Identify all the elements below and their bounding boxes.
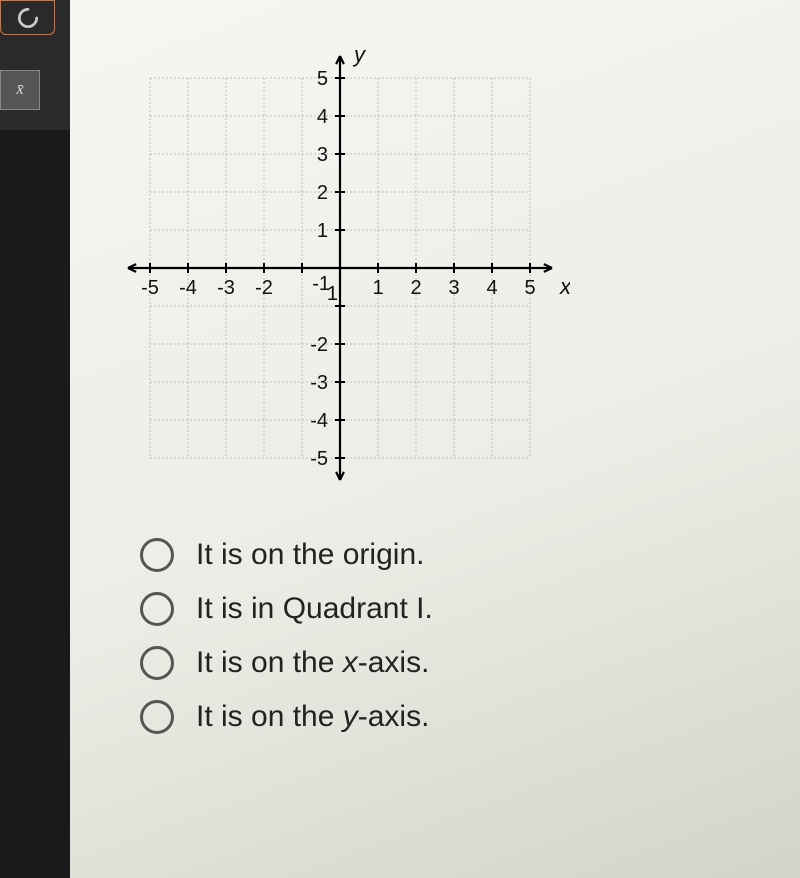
coordinate-plane: -5-4-3-2-112345123451-2-3-4-5yx [110, 28, 570, 508]
radio-button[interactable] [140, 592, 174, 626]
answer-options: It is on the origin. It is in Quadrant I.… [140, 538, 770, 734]
svg-text:-2: -2 [255, 277, 273, 299]
svg-text:3: 3 [448, 277, 459, 299]
svg-text:y: y [352, 42, 367, 67]
option-text: It is on the origin. [196, 538, 424, 572]
svg-text:5: 5 [524, 277, 535, 299]
option-row-3[interactable]: It is on the y-axis. [140, 700, 770, 734]
radio-button[interactable] [140, 646, 174, 680]
option-row-0[interactable]: It is on the origin. [140, 538, 770, 572]
xbar-label: x̄ [16, 81, 23, 99]
svg-text:-3: -3 [310, 372, 328, 394]
svg-text:-4: -4 [179, 277, 197, 299]
svg-text:x: x [559, 274, 570, 299]
radio-button[interactable] [140, 538, 174, 572]
option-row-2[interactable]: It is on the x-axis. [140, 646, 770, 680]
svg-text:2: 2 [317, 182, 328, 204]
option-text: It is on the x-axis. [196, 646, 429, 680]
toolbar-fragment: x̄ [0, 0, 70, 130]
worksheet-page: -5-4-3-2-112345123451-2-3-4-5yx It is on… [70, 0, 800, 878]
svg-text:4: 4 [317, 106, 328, 128]
svg-text:1: 1 [372, 277, 383, 299]
svg-text:1: 1 [317, 220, 328, 242]
svg-text:2: 2 [410, 277, 421, 299]
toolbar-button-top[interactable] [0, 0, 55, 35]
svg-text:1: 1 [327, 283, 338, 305]
option-text: It is in Quadrant I. [196, 592, 433, 626]
svg-text:-3: -3 [217, 277, 235, 299]
option-row-1[interactable]: It is in Quadrant I. [140, 592, 770, 626]
svg-text:-2: -2 [310, 334, 328, 356]
svg-text:-5: -5 [310, 448, 328, 470]
radio-button[interactable] [140, 700, 174, 734]
svg-text:-4: -4 [310, 410, 328, 432]
svg-text:-5: -5 [141, 277, 159, 299]
svg-text:3: 3 [317, 144, 328, 166]
svg-text:4: 4 [486, 277, 497, 299]
back-arc-icon [15, 5, 41, 31]
svg-text:5: 5 [317, 68, 328, 90]
option-text: It is on the y-axis. [196, 700, 429, 734]
toolbar-button-xbar[interactable]: x̄ [0, 70, 40, 110]
